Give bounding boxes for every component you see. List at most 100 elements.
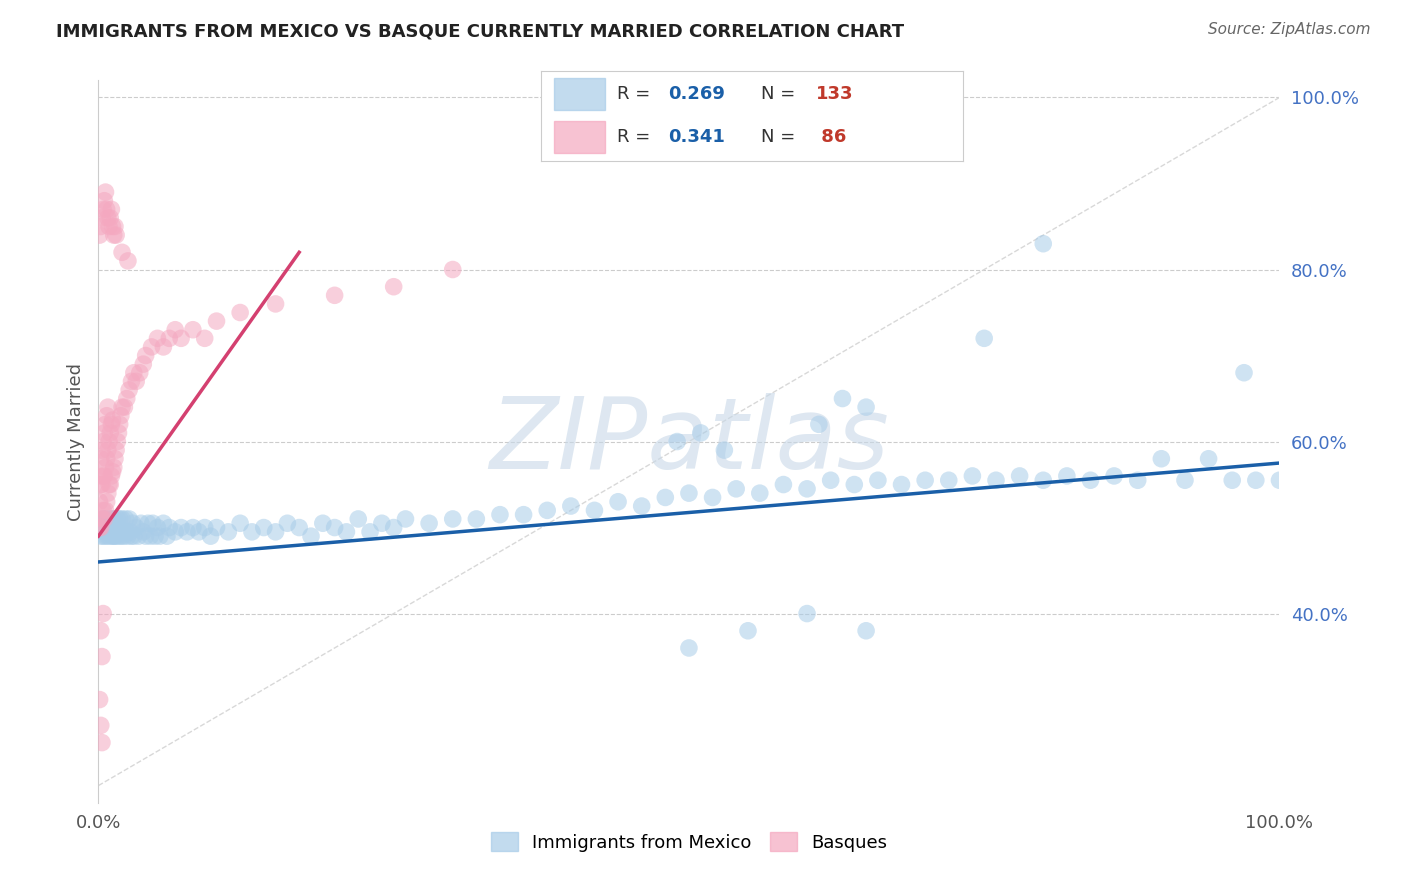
Point xyxy=(149,529,172,543)
Point xyxy=(98,524,121,539)
Point xyxy=(536,503,558,517)
Point xyxy=(93,524,115,539)
Point xyxy=(103,228,125,243)
Point xyxy=(135,529,157,543)
Point xyxy=(807,417,830,432)
Point xyxy=(382,279,405,293)
Point xyxy=(156,529,179,543)
Point xyxy=(512,508,534,522)
Point xyxy=(91,735,114,749)
Point xyxy=(323,520,346,534)
Point xyxy=(157,520,180,534)
Point xyxy=(89,494,111,508)
Point xyxy=(831,392,853,406)
Text: 0.341: 0.341 xyxy=(668,128,724,146)
Point xyxy=(152,340,174,354)
Point xyxy=(323,288,346,302)
Point xyxy=(122,366,145,380)
Point xyxy=(205,520,228,534)
Point xyxy=(101,465,124,479)
Point xyxy=(630,499,652,513)
Point xyxy=(105,529,128,543)
Point xyxy=(91,434,114,449)
Point xyxy=(98,425,121,440)
Text: 133: 133 xyxy=(815,85,853,103)
Point xyxy=(607,494,630,508)
Text: 0.269: 0.269 xyxy=(668,85,724,103)
Point xyxy=(465,512,488,526)
Point xyxy=(112,400,135,414)
Point xyxy=(90,718,112,732)
Point xyxy=(1174,473,1197,487)
Point xyxy=(100,516,122,531)
Point xyxy=(94,512,117,526)
Point xyxy=(1032,236,1054,251)
Point xyxy=(105,512,128,526)
Text: N =: N = xyxy=(761,85,800,103)
Point xyxy=(89,520,111,534)
Point xyxy=(170,520,193,534)
Point xyxy=(105,516,128,531)
Point xyxy=(136,516,159,531)
Point xyxy=(418,516,440,531)
Bar xyxy=(554,78,605,110)
Y-axis label: Currently Married: Currently Married xyxy=(66,362,84,521)
Point xyxy=(394,512,416,526)
Point xyxy=(101,529,124,543)
Point xyxy=(194,331,217,345)
Point xyxy=(91,520,114,534)
Point xyxy=(772,477,794,491)
Point xyxy=(98,434,121,449)
Point xyxy=(135,349,157,363)
Point xyxy=(100,202,122,217)
Text: ZIPatlas: ZIPatlas xyxy=(489,393,889,490)
Point xyxy=(97,486,120,500)
Point xyxy=(110,409,132,423)
Point xyxy=(108,417,131,432)
Point xyxy=(583,503,606,517)
Point xyxy=(229,305,252,319)
Point xyxy=(91,512,114,526)
Point xyxy=(962,469,984,483)
Point xyxy=(111,400,134,414)
Point xyxy=(1056,469,1078,483)
Point xyxy=(689,425,711,440)
Point xyxy=(91,477,114,491)
Point xyxy=(264,297,287,311)
Point xyxy=(107,524,129,539)
Point xyxy=(111,529,134,543)
Point xyxy=(91,443,114,458)
Point xyxy=(96,409,118,423)
Point xyxy=(890,477,912,491)
Point xyxy=(157,331,180,345)
Point xyxy=(1244,473,1267,487)
Point xyxy=(89,692,111,706)
Point xyxy=(139,529,162,543)
Point xyxy=(97,211,120,225)
Text: N =: N = xyxy=(761,128,800,146)
Point xyxy=(103,460,125,475)
Point xyxy=(181,520,204,534)
Point xyxy=(94,460,117,475)
Point xyxy=(165,323,187,337)
Point xyxy=(914,473,936,487)
Point xyxy=(108,512,131,526)
Point xyxy=(142,516,165,531)
Point xyxy=(90,520,112,534)
Point xyxy=(146,331,169,345)
Point xyxy=(264,524,287,539)
Point xyxy=(89,520,111,534)
Point xyxy=(90,451,112,466)
Point xyxy=(108,529,131,543)
Point xyxy=(1233,366,1256,380)
Point xyxy=(181,323,204,337)
Point xyxy=(217,524,239,539)
Point xyxy=(98,211,121,225)
Legend: Immigrants from Mexico, Basques: Immigrants from Mexico, Basques xyxy=(484,825,894,859)
Point xyxy=(94,529,117,543)
Point xyxy=(984,473,1007,487)
Point xyxy=(91,649,114,664)
Point xyxy=(489,508,512,522)
Point xyxy=(973,331,995,345)
Point xyxy=(347,512,370,526)
